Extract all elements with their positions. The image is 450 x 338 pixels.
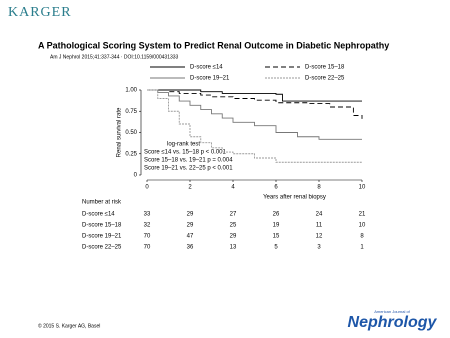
y-tick-label: 0 [134,173,138,179]
at-risk-count: 13 [230,245,237,251]
at-risk-count: 24 [316,212,323,218]
y-axis-label: Renal survival rate [117,107,123,157]
x-tick-label: 6 [274,185,278,191]
x-tick-label: 8 [317,185,321,191]
at-risk-count: 27 [230,212,237,218]
annotation: Score 15–18 vs. 19–21 p = 0.004 [144,158,233,164]
at-risk-count: 10 [359,223,366,229]
at-risk-label: D-score ≤14 [82,212,115,218]
journal-logo: Nephrology [348,314,438,331]
y-tick-label: 0.75 [125,109,137,115]
at-risk-count: 19 [273,223,280,229]
at-risk-count: 70 [144,245,151,251]
at-risk-count: 11 [316,223,323,229]
x-tick-label: 0 [145,185,149,191]
at-risk-count: 29 [230,234,237,240]
at-risk-count: 8 [360,234,364,240]
y-tick-label: 0.25 [125,151,137,157]
x-tick-label: 4 [231,185,235,191]
at-risk-count: 12 [316,234,323,240]
survival-curve [147,89,362,140]
at-risk-label: D-score 19–21 [82,234,122,240]
at-risk-label: D-score 15–18 [82,223,122,229]
survival-curve [147,89,362,102]
annotation: Score 19–21 vs. 22–25 p < 0.001 [144,166,233,172]
x-tick-label: 10 [359,185,366,191]
legend-label: D-score 22–25 [305,76,345,82]
at-risk-count: 29 [187,223,194,229]
journal-prefix: American Journal of [374,309,410,314]
legend-label: D-score ≤14 [190,65,223,71]
survival-curve [147,89,363,119]
annotation: log-rank test [167,142,200,148]
at-risk-count: 26 [273,212,280,218]
copyright: © 2015 S. Karger AG, Basel [38,322,100,329]
at-risk-count: 25 [230,223,237,229]
legend-label: D-score 15–18 [305,65,345,71]
at-risk-count: 15 [273,234,280,240]
at-risk-title: Number at risk [82,200,122,206]
at-risk-count: 70 [144,234,151,240]
annotation: Score ≤14 vs. 15–18 p < 0.001 [144,150,227,156]
survival-curve [147,89,362,163]
y-tick-label: 0.50 [125,130,137,136]
x-tick-label: 2 [188,185,192,191]
brand: KARGER [8,5,72,20]
at-risk-count: 3 [317,245,321,251]
at-risk-count: 33 [144,212,151,218]
annotation-box [143,140,253,173]
at-risk-count: 21 [359,212,366,218]
at-risk-count: 5 [274,245,278,251]
slide-title: A Pathological Scoring System to Predict… [38,40,389,50]
at-risk-count: 32 [144,223,151,229]
citation: Am J Nephrol 2015;41:337-344 · DOI:10.11… [50,54,179,60]
y-tick-label: 1.00 [125,88,137,94]
at-risk-count: 47 [187,234,194,240]
at-risk-label: D-score 22–25 [82,245,122,251]
at-risk-count: 29 [187,212,194,218]
at-risk-count: 1 [360,245,364,251]
x-axis-label: Years after renal biopsy [263,195,326,201]
legend-label: D-score 19–21 [190,76,230,82]
at-risk-count: 36 [187,245,194,251]
